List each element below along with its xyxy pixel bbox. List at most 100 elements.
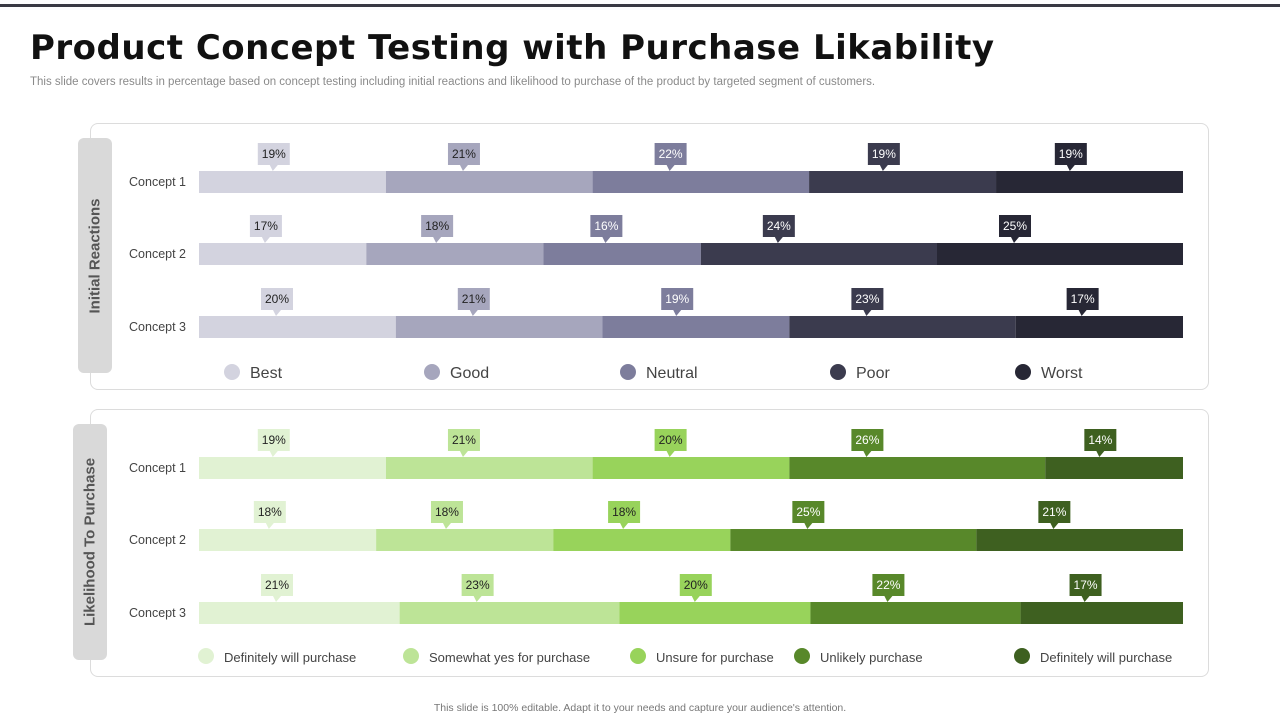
svg-text:23%: 23% — [466, 578, 490, 592]
bar-reactions-c1-s5 — [996, 171, 1183, 193]
svg-text:14%: 14% — [1088, 433, 1112, 447]
svg-text:19%: 19% — [1059, 147, 1083, 161]
svg-text:21%: 21% — [1042, 505, 1066, 519]
bar-purchase-c2-s4 — [730, 529, 977, 551]
bar-reactions-c1-s3 — [592, 171, 810, 193]
bar-purchase-c1-s2 — [385, 457, 593, 479]
legend-label-reactions-1: Best — [250, 365, 283, 382]
bar-purchase-c3-s1 — [199, 602, 400, 624]
category-label-reactions-1: Concept 1 — [129, 175, 186, 189]
bar-purchase-c1-s1 — [199, 457, 386, 479]
data-label-reactions-c3-s1: 20% — [261, 288, 293, 316]
svg-text:16%: 16% — [594, 219, 618, 233]
svg-text:22%: 22% — [876, 578, 900, 592]
bar-purchase-c3-s3 — [619, 602, 811, 624]
svg-text:26%: 26% — [855, 433, 879, 447]
bar-reactions-c2-s3 — [543, 243, 701, 265]
data-label-reactions-c2-s2: 18% — [421, 215, 454, 243]
svg-text:18%: 18% — [425, 219, 449, 233]
bar-reactions-c2-s1 — [199, 243, 367, 265]
data-label-purchase-c1-s1: 19% — [257, 429, 290, 457]
legend-label-reactions-4: Poor — [856, 365, 890, 382]
legend-label-purchase-3: Unsure for purchase — [656, 650, 774, 665]
legend-marker-reactions-1 — [224, 364, 240, 380]
category-label-reactions-2: Concept 2 — [129, 247, 186, 261]
data-label-purchase-c1-s2: 21% — [447, 429, 480, 457]
bar-reactions-c1-s2 — [385, 171, 593, 193]
bar-purchase-c3-s2 — [399, 602, 620, 624]
svg-text:19%: 19% — [665, 292, 689, 306]
data-label-reactions-c1-s4: 19% — [867, 143, 900, 171]
svg-text:18%: 18% — [612, 505, 636, 519]
legend-marker-reactions-2 — [424, 364, 440, 380]
data-label-reactions-c1-s2: 21% — [447, 143, 480, 171]
data-label-reactions-c3-s2: 21% — [457, 288, 490, 316]
slide-title: Product Concept Testing with Purchase Li… — [30, 28, 995, 68]
bar-purchase-c2-s3 — [553, 529, 731, 551]
legend-label-purchase-1: Definitely will purchase — [224, 650, 356, 665]
bar-purchase-c1-s3 — [592, 457, 790, 479]
svg-text:25%: 25% — [1003, 219, 1027, 233]
legend-label-purchase-2: Somewhat yes for purchase — [429, 650, 590, 665]
svg-text:18%: 18% — [258, 505, 282, 519]
category-label-reactions-3: Concept 3 — [129, 320, 186, 334]
legend-marker-purchase-2 — [403, 648, 419, 664]
data-label-purchase-c2-s1: 18% — [253, 501, 286, 529]
bar-purchase-c1-s4 — [789, 457, 1046, 479]
bar-reactions-c3-s2 — [395, 316, 603, 338]
data-label-reactions-c3-s4: 23% — [851, 288, 884, 316]
data-label-purchase-c3-s3: 20% — [679, 574, 712, 602]
data-label-purchase-c3-s1: 21% — [261, 574, 293, 602]
category-label-purchase-3: Concept 3 — [129, 606, 186, 620]
data-label-purchase-c3-s2: 23% — [461, 574, 494, 602]
bar-purchase-c3-s4 — [810, 602, 1021, 624]
slide-subtitle: This slide covers results in percentage … — [30, 76, 876, 88]
data-label-purchase-c2-s5: 21% — [1038, 501, 1071, 529]
bar-purchase-c2-s1 — [199, 529, 377, 551]
slide-footer: This slide is 100% editable. Adapt it to… — [433, 702, 847, 714]
data-label-purchase-c2-s2: 18% — [430, 501, 463, 529]
svg-text:20%: 20% — [684, 578, 708, 592]
svg-text:19%: 19% — [872, 147, 896, 161]
data-label-purchase-c2-s4: 25% — [792, 501, 825, 529]
top-accent-bar — [0, 4, 1280, 7]
legend-label-purchase-4: Unlikely purchase — [820, 650, 923, 665]
data-label-reactions-c1-s5: 19% — [1054, 143, 1087, 171]
data-label-purchase-c1-s4: 26% — [851, 429, 884, 457]
data-label-reactions-c3-s3: 19% — [661, 288, 694, 316]
svg-text:22%: 22% — [659, 147, 683, 161]
svg-text:21%: 21% — [452, 147, 476, 161]
category-label-purchase-2: Concept 2 — [129, 533, 186, 547]
bar-reactions-c3-s4 — [789, 316, 1016, 338]
legend-label-reactions-3: Neutral — [646, 365, 698, 382]
data-label-reactions-c3-s5: 17% — [1066, 288, 1099, 316]
legend-label-reactions-5: Worst — [1041, 365, 1083, 382]
category-label-purchase-1: Concept 1 — [129, 461, 186, 475]
svg-text:18%: 18% — [435, 505, 459, 519]
likelihood-side-label: Likelihood To Purchase — [73, 424, 107, 660]
bar-reactions-c3-s1 — [199, 316, 396, 338]
initial-reactions-side-label: Initial Reactions — [78, 138, 112, 373]
legend-marker-reactions-5 — [1015, 364, 1031, 380]
svg-text:17%: 17% — [1071, 292, 1095, 306]
svg-text:23%: 23% — [855, 292, 879, 306]
svg-text:19%: 19% — [262, 147, 286, 161]
bar-purchase-c2-s2 — [376, 529, 554, 551]
data-label-purchase-c1-s5: 14% — [1084, 429, 1117, 457]
svg-text:21%: 21% — [452, 433, 476, 447]
legend-marker-purchase-5 — [1014, 648, 1030, 664]
legend-label-purchase-5: Definitely will purchase — [1040, 650, 1172, 665]
svg-text:24%: 24% — [767, 219, 791, 233]
bar-reactions-c1-s1 — [199, 171, 386, 193]
svg-text:21%: 21% — [462, 292, 486, 306]
bar-reactions-c2-s5 — [937, 243, 1183, 265]
bar-reactions-c2-s2 — [366, 243, 544, 265]
legend-marker-reactions-4 — [830, 364, 846, 380]
data-label-purchase-c3-s4: 22% — [872, 574, 905, 602]
svg-text:25%: 25% — [796, 505, 820, 519]
legend-marker-purchase-1 — [198, 648, 214, 664]
svg-text:17%: 17% — [254, 219, 278, 233]
data-label-reactions-c2-s3: 16% — [590, 215, 623, 243]
data-label-reactions-c2-s1: 17% — [249, 215, 282, 243]
